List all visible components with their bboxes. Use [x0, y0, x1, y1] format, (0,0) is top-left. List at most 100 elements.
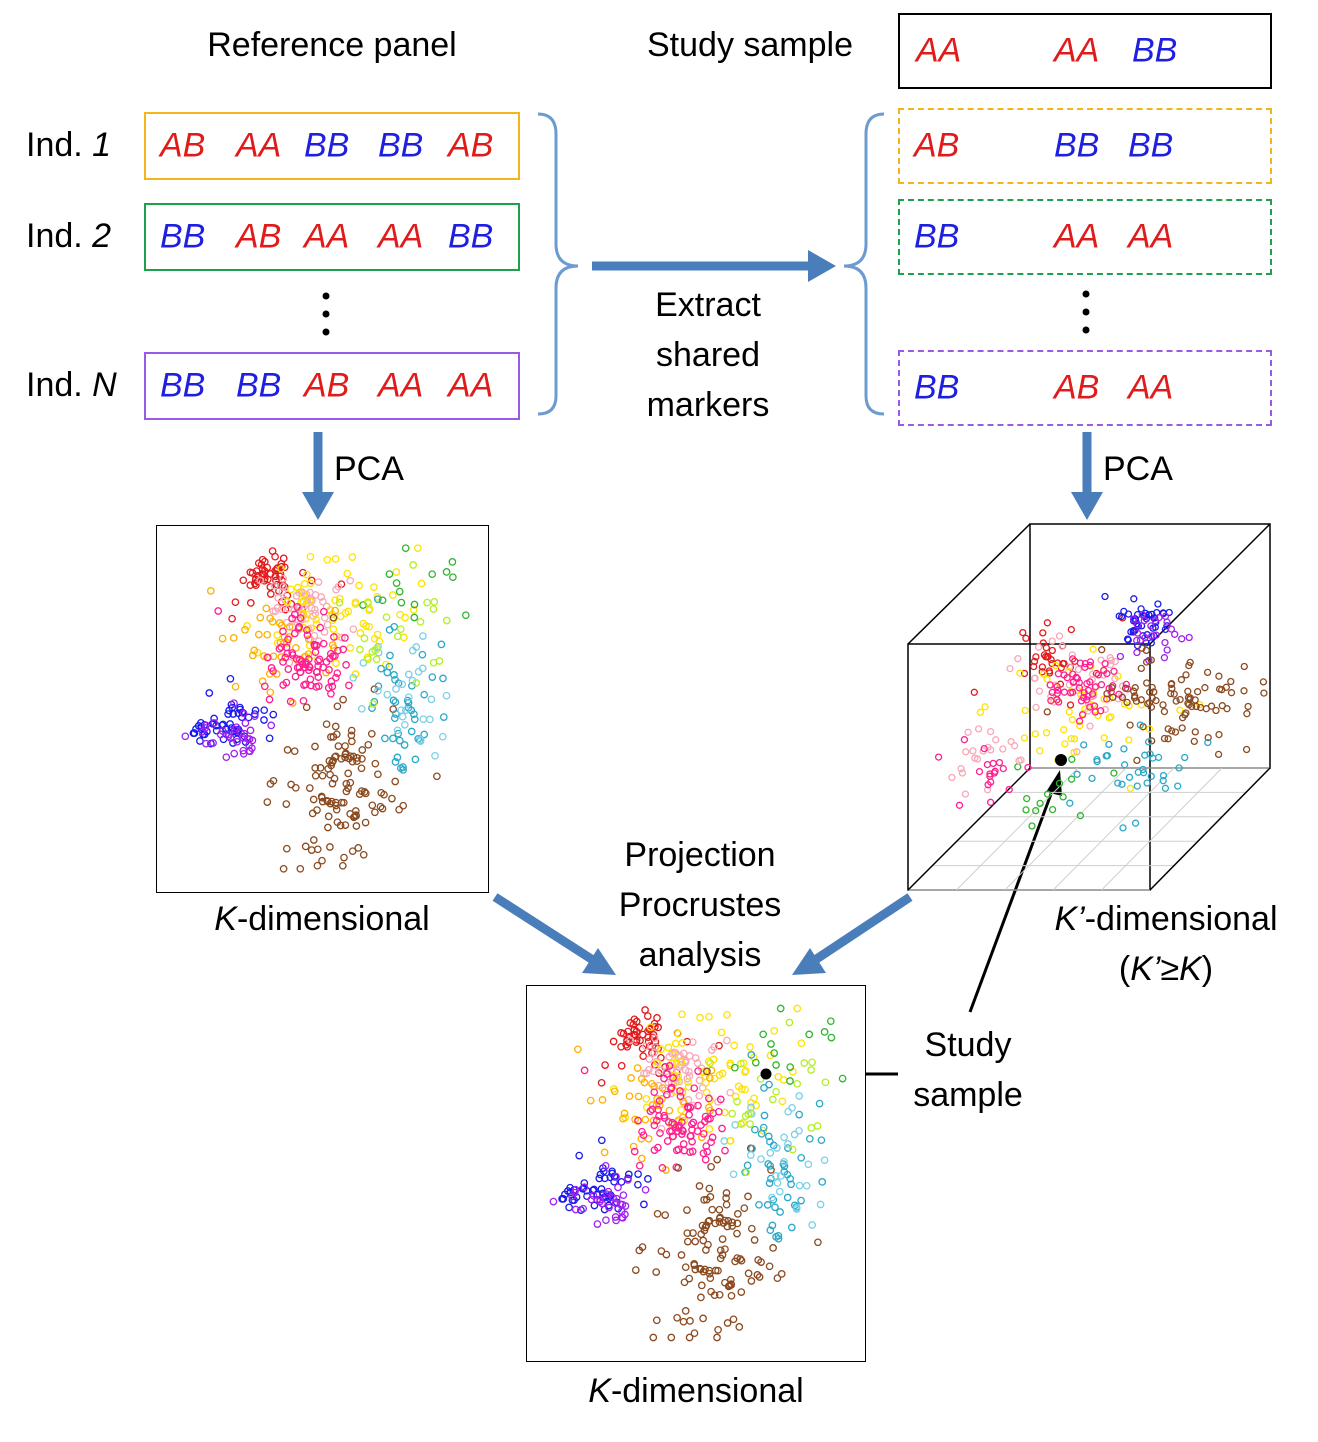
scatter-point: [814, 1238, 822, 1247]
scatter-point: [792, 1203, 801, 1212]
scatter-point: [373, 644, 381, 653]
scatter-point: [630, 1015, 639, 1024]
scatter-point: [374, 682, 383, 691]
scatter-point: [783, 1193, 792, 1202]
scatter-point: [1181, 753, 1189, 762]
scatter-point: [813, 1122, 822, 1130]
scatter-point: [332, 673, 340, 682]
scatter-point: [747, 1224, 756, 1233]
scatter-point: [428, 570, 437, 579]
scatter-point: [1109, 693, 1117, 701]
scatter-point: [1094, 671, 1103, 679]
scatter-point: [313, 806, 321, 814]
scatter-point: [282, 643, 291, 652]
scatter-point: [633, 1064, 642, 1072]
scatter-point: [1160, 734, 1169, 743]
scatter-point: [1174, 782, 1182, 790]
scatter-point: [1034, 643, 1043, 651]
scatter-point: [1048, 637, 1056, 645]
scatter-point: [804, 1160, 813, 1169]
scatter-point: [1167, 625, 1176, 633]
scatter-point: [757, 1155, 765, 1163]
scatter-point: [231, 682, 240, 691]
scatter-point: [368, 648, 377, 656]
scatter-point: [324, 823, 332, 832]
scatter-point: [669, 1074, 677, 1082]
extract-arrow-head: [808, 250, 836, 282]
scatter-point: [681, 1263, 690, 1272]
scatter-point: [730, 1063, 739, 1072]
scatter-point: [776, 1208, 784, 1216]
scatter-point: [338, 861, 347, 870]
scatter-point: [1122, 680, 1130, 689]
scatter-point: [333, 669, 342, 678]
scatter-point: [300, 580, 309, 588]
scatter-point: [1133, 648, 1141, 657]
scatter-point: [1022, 634, 1030, 642]
scatter-point: [646, 1023, 655, 1032]
genotype-cell: BB: [160, 217, 206, 256]
scatter-point: [347, 737, 356, 746]
scatter-point: [230, 749, 239, 758]
scatter-point: [1039, 670, 1048, 678]
scatter-point: [683, 1037, 691, 1046]
scatter-point: [404, 698, 413, 707]
scatter-point: [1099, 671, 1107, 679]
scatter-point: [231, 598, 240, 607]
scatter-point: [216, 730, 225, 739]
scatter-point: [652, 1268, 661, 1276]
scatter-point: [678, 1010, 686, 1019]
scatter-point: [228, 614, 236, 623]
scatter-point: [624, 1176, 632, 1184]
scatter-point: [334, 742, 343, 750]
scatter-point: [641, 1042, 650, 1051]
scatter-point: [639, 1052, 648, 1061]
scatter-point: [323, 555, 332, 564]
scatter-point: [391, 698, 400, 707]
scatter-point: [679, 1140, 688, 1148]
scatter-point: [364, 655, 372, 664]
scatter-point: [817, 1136, 826, 1145]
scatter-point: [1138, 644, 1146, 652]
scatter-point: [333, 702, 342, 711]
scatter-point: [378, 804, 387, 813]
scatter-point: [1117, 612, 1126, 621]
scatter-point: [245, 735, 254, 743]
scatter-point: [275, 644, 284, 653]
scatter-point: [1175, 764, 1183, 772]
scatter-point: [250, 712, 259, 721]
scatter-point: [1014, 763, 1022, 771]
scatter-point: [617, 1029, 625, 1037]
scatter-point: [1182, 671, 1190, 679]
scatter-point: [1061, 740, 1069, 748]
scatter-point: [1042, 653, 1050, 661]
scatter-point: [340, 853, 348, 862]
scatter-point: [711, 1266, 720, 1275]
scatter-point: [316, 623, 325, 632]
scatter-point: [1103, 690, 1111, 698]
scatter-point: [695, 1076, 704, 1085]
scatter-point: [333, 818, 342, 827]
scatter-point: [246, 599, 255, 607]
genotype-cell: BB: [914, 217, 960, 256]
scatter-point: [618, 1200, 627, 1209]
scatter-point: [750, 1236, 759, 1244]
scatter-point: [1021, 706, 1029, 715]
scatter-point: [766, 1226, 775, 1235]
scatter-point: [400, 741, 409, 749]
scatter-point: [1171, 728, 1180, 736]
scatter-point: [597, 1078, 606, 1087]
scatter-point: [400, 633, 408, 642]
scatter-point: [279, 864, 288, 873]
scatter-point: [1178, 714, 1187, 722]
scatter-point: [284, 635, 292, 644]
scatter-point: [331, 606, 340, 615]
scatter-point: [700, 1117, 709, 1126]
scatter-point: [1059, 793, 1067, 801]
scatter-point: [266, 614, 274, 623]
scatter-point: [755, 1273, 764, 1281]
scatter-point: [715, 1071, 724, 1079]
scatter-point: [771, 1203, 779, 1212]
scatter-point: [320, 613, 329, 622]
scatter-point: [418, 650, 427, 659]
